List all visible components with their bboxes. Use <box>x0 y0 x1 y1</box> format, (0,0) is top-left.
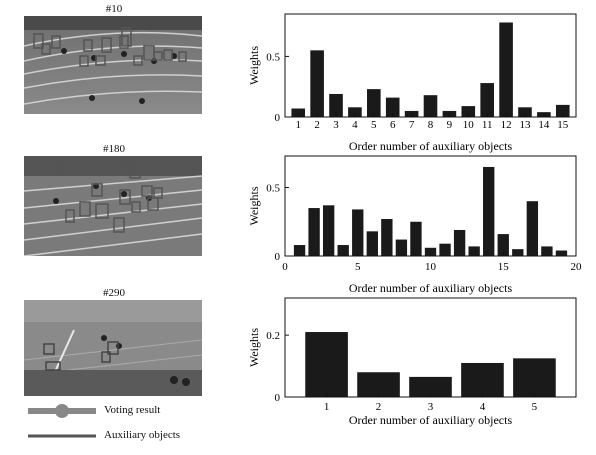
chart-2-bar <box>322 205 335 256</box>
chart-1-bar <box>329 93 343 117</box>
chart-2-bar <box>526 201 539 256</box>
chart-1-xtick-label: 15 <box>557 119 569 131</box>
chart-1-xtick-label: 12 <box>501 119 512 131</box>
chart-3-ytick-label: 0 <box>275 392 281 404</box>
chart-1-bar <box>367 89 381 117</box>
chart-1-xtick-label: 10 <box>463 119 475 131</box>
chart-2-xtick-label: 10 <box>425 261 437 273</box>
chart-2-bar <box>453 229 466 256</box>
chart-3-bar <box>409 376 452 397</box>
voting-result-line-icon <box>28 404 96 418</box>
chart-2-bar <box>395 239 408 256</box>
chart-1-bar <box>461 106 476 117</box>
chart-2-bar <box>497 234 509 256</box>
chart-2-xtick-label: 0 <box>282 261 288 273</box>
chart-2-bar <box>483 166 495 256</box>
chart-1-bar <box>499 22 513 117</box>
chart-1-xlabel: Order number of auxiliary objects <box>349 139 513 153</box>
chart-1-bar <box>348 107 362 117</box>
chart-1-xtick-label: 6 <box>390 119 396 131</box>
chart-2-xlabel: Order number of auxiliary objects <box>349 281 513 295</box>
chart-1-bar <box>385 97 400 117</box>
chart-1-xtick-label: 13 <box>519 119 531 131</box>
chart-1-ylabel: Weights <box>247 46 261 85</box>
chart-3-ytick-label: 0.2 <box>266 330 280 342</box>
chart-3-xtick-label: 1 <box>324 401 330 413</box>
chart-1-bar <box>555 104 570 117</box>
chart-2-bar <box>512 249 524 256</box>
chart-2-bar <box>410 221 422 256</box>
chart-3-bar <box>357 372 400 397</box>
chart-2-bar <box>439 243 451 256</box>
chart-1-bar <box>518 107 532 117</box>
chart-2-xtick-label: 5 <box>355 261 361 273</box>
chart-1-xtick-label: 7 <box>409 119 415 131</box>
chart-2-ytick-label: 0 <box>275 251 281 263</box>
chart-2-ylabel: Weights <box>247 186 261 225</box>
chart-2-bar <box>293 245 306 256</box>
chart-2-bar <box>308 208 320 256</box>
chart-1-ytick-label: 0.5 <box>266 51 280 63</box>
chart-2-ytick-label: 0.5 <box>266 183 280 195</box>
chart-3-xtick-label: 3 <box>428 401 434 413</box>
frame-label-180: #180 <box>103 143 125 155</box>
chart-1-xtick-label: 4 <box>352 119 358 131</box>
chart-2-bar <box>337 245 349 256</box>
chart-2-bar <box>541 246 553 256</box>
frame-label-290: #290 <box>103 287 125 299</box>
chart-3-bar <box>305 332 348 397</box>
chart-3-xtick-label: 2 <box>376 401 382 413</box>
chart-1-bar <box>423 95 438 117</box>
auxiliary-objects-label: Auxiliary objects <box>104 429 181 441</box>
chart-2-bar <box>366 231 378 256</box>
chart-1-xtick-label: 8 <box>428 119 434 131</box>
chart-2-bar <box>381 219 393 256</box>
chart-2-bar <box>424 247 437 256</box>
chart-1-ytick-label: 0 <box>275 112 281 124</box>
chart-3-xtick-label: 5 <box>532 401 538 413</box>
auxiliary-objects-line-icon <box>28 434 96 438</box>
chart-1-xtick-label: 14 <box>538 119 550 131</box>
chart-1-bar <box>310 50 324 118</box>
chart-3-xlabel: Order number of auxiliary objects <box>349 413 513 427</box>
chart-2-bar <box>468 246 480 256</box>
chart-1-xtick-label: 9 <box>447 119 453 131</box>
track-scene-image <box>24 16 202 114</box>
chart-2-xtick-label: 20 <box>571 261 583 273</box>
chart-1-xtick-label: 5 <box>371 119 377 131</box>
video-frame-180 <box>24 156 202 256</box>
chart-2-xtick-label: 15 <box>498 261 510 273</box>
chart-1-xtick-label: 3 <box>333 119 339 131</box>
chart-1-xtick-label: 2 <box>314 119 320 131</box>
video-frame-290 <box>24 300 202 396</box>
chart-1-xtick-label: 11 <box>482 119 493 131</box>
frame-label-10: #10 <box>105 3 123 15</box>
video-frame-10 <box>24 16 202 114</box>
voting-result-label: Voting result <box>104 404 161 416</box>
chart-1-xtick-label: 1 <box>295 119 301 131</box>
chart-3-bar <box>513 358 556 397</box>
chart-3-bar <box>461 362 504 397</box>
chart-2-bar <box>352 209 364 256</box>
chart-3-ylabel: Weights <box>247 328 261 367</box>
chart-1-bar <box>291 108 306 117</box>
chart-1-bar <box>480 83 494 117</box>
track-scene-image <box>24 300 202 396</box>
chart-2-bar <box>555 250 568 256</box>
track-scene-image <box>24 156 202 256</box>
chart-3-xtick-label: 4 <box>480 401 486 413</box>
